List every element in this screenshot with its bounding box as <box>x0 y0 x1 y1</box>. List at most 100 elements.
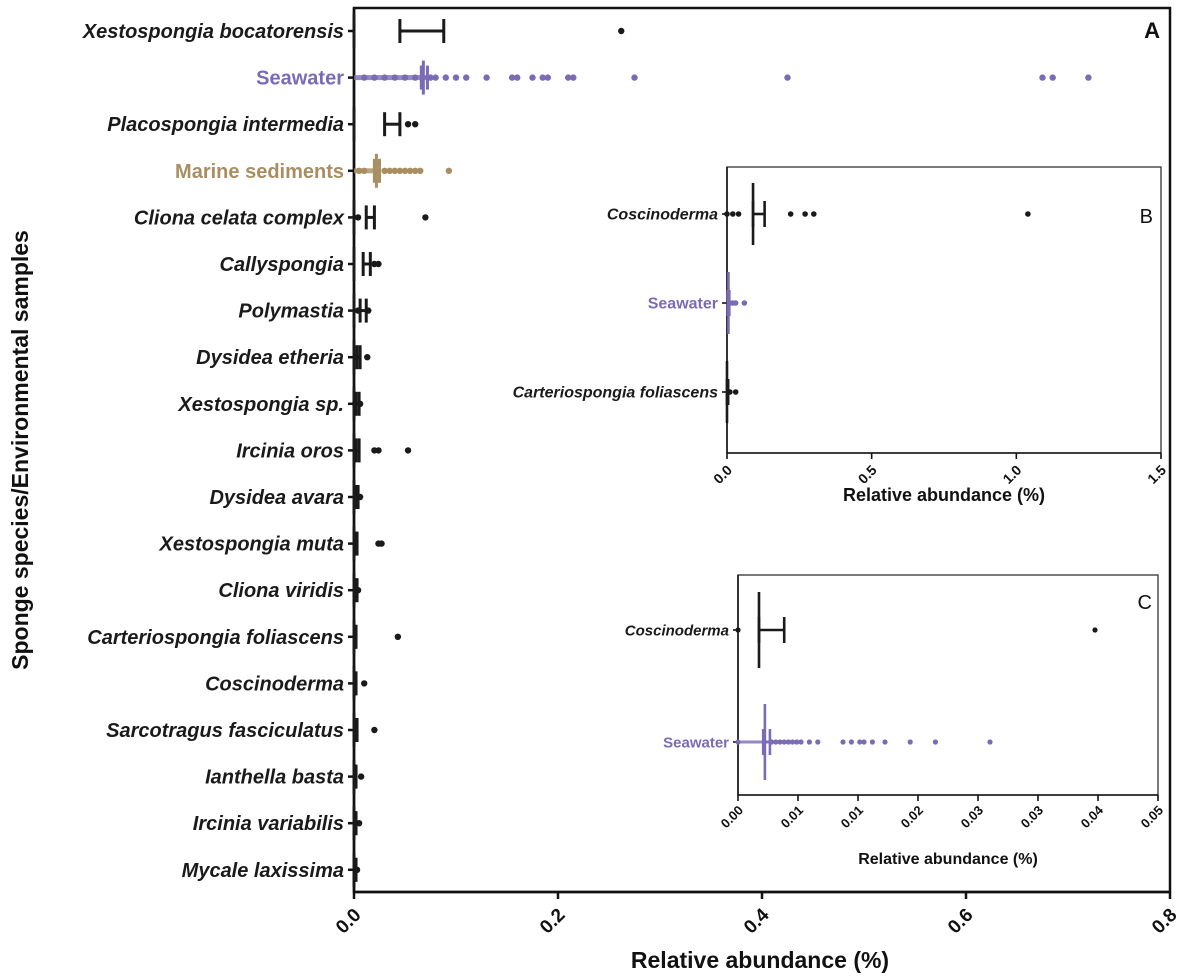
panel-a-category-label: Polymastia <box>238 301 344 323</box>
panel-c-data-point <box>932 739 939 745</box>
panel-b-data-point <box>732 300 739 306</box>
panel-a-category-label: Sarcotragus fasciculatus <box>106 720 344 742</box>
panel-c-data-point <box>869 739 876 745</box>
panel-a-data-point <box>394 633 402 640</box>
panel-a-x-tick-label: 0.2 <box>536 905 570 939</box>
panel-a-data-point <box>371 726 378 734</box>
panel-a-data-point <box>417 167 424 174</box>
panel-a-data-point <box>445 167 453 174</box>
panel-c-data-point <box>806 739 813 745</box>
panel-a-data-point <box>570 74 577 81</box>
panel-a-x-tick-label: 0.4 <box>740 904 774 938</box>
panel-a-x-tick-label: 0.6 <box>944 905 978 939</box>
panel-b-data-point <box>741 300 748 306</box>
panel-a-data-point <box>422 214 429 221</box>
panel-c-data-point <box>781 739 787 745</box>
panel-a-category-label: Xestospongia sp. <box>177 394 344 416</box>
panel-a-data-point <box>432 74 439 81</box>
panel-a-data-point <box>1039 74 1046 81</box>
panel-a-data-point <box>1085 74 1092 81</box>
panel-c-data-point <box>848 739 855 745</box>
panel-b-category-label: Coscinoderma <box>607 207 718 224</box>
panel-a-data-point <box>452 74 460 81</box>
panel-c-x-tick-label: 0.01 <box>778 803 807 832</box>
panel-c-data-point <box>790 739 796 745</box>
panel-a-point-cloud <box>354 75 428 81</box>
panel-b-x-tick-label: 0.0 <box>710 462 735 487</box>
panel-a-point-cloud <box>354 168 380 174</box>
panel-b-x-tick-label: 1.0 <box>999 462 1024 487</box>
panel-a-data-point <box>375 447 382 454</box>
panel-b-data-point <box>735 211 742 217</box>
panel-a-data-point <box>529 74 536 81</box>
panel-a-data-point <box>463 74 470 81</box>
panel-a-data-point <box>784 74 791 81</box>
panel-b-x-tick-label: 1.5 <box>1144 462 1169 487</box>
panel-c-data-point <box>840 739 846 745</box>
panel-a-data-point <box>375 260 382 268</box>
panel-b-frame <box>726 166 1162 454</box>
panel-a-x-tick-label: 0.0 <box>332 905 366 939</box>
panel-b-label: B <box>1140 206 1153 228</box>
panel-b-x-axis-label: Relative abundance (%) <box>843 485 1045 505</box>
panel-a-category-label: Ircinia oros <box>236 440 344 462</box>
panel-a-category-label: Ircinia variabilis <box>193 813 344 835</box>
panel-b-data-point <box>729 211 736 217</box>
panel-b-category-label: Carteriospongia foliascens <box>513 385 718 402</box>
panel-c-data-point <box>773 739 779 745</box>
panel-a-data-point <box>357 773 365 780</box>
panel-c-data-point <box>882 739 888 745</box>
panel-a-data-point <box>404 447 412 454</box>
panel-c-data-point <box>794 739 800 745</box>
panel-a-data-point <box>354 214 362 221</box>
panel-a-category-label: Xestospongia muta <box>159 534 344 556</box>
panel-b-x-tick-label: 0.5 <box>855 462 880 487</box>
panel-a-data-point <box>1049 74 1056 81</box>
panel-c-data-point <box>857 739 863 745</box>
panel-c-data-point <box>798 739 804 745</box>
panel-c-x-tick-label: 0.03 <box>1018 803 1047 832</box>
panel-a-y-axis-label: Sponge species/Environmental samples <box>7 230 33 670</box>
panel-c-x-tick-label: 0.00 <box>718 803 747 832</box>
panel-c-x-axis-label: Relative abundance (%) <box>858 851 1038 868</box>
panel-c-label: C <box>1138 592 1152 614</box>
panel-c-x-tick-label: 0.04 <box>1078 802 1107 831</box>
panel-a-data-point <box>539 74 546 81</box>
panel-a-data-point <box>391 167 398 174</box>
panel-a-category-label: Seawater <box>256 68 344 90</box>
panel-a-category-label: Placospongia intermedia <box>107 114 344 136</box>
panel-a-category-label: Marine sediments <box>175 161 344 183</box>
panel-a-category-label: Cliona celata complex <box>134 207 345 229</box>
panel-a-data-point <box>565 74 572 81</box>
panel-a-data-point <box>442 74 449 81</box>
panel-a-data-point <box>412 167 419 174</box>
panel-a-data-point <box>406 167 414 174</box>
panel-a-label: A <box>1144 18 1160 43</box>
panel-a-data-point <box>618 27 625 35</box>
panel-a-data-point <box>378 540 385 547</box>
panel-a-data-point <box>508 74 516 81</box>
panel-b-data-point <box>811 211 817 217</box>
panel-a-x-tick-label: 0.8 <box>1148 905 1179 939</box>
panel-a-data-point <box>483 74 490 81</box>
panel-a-data-point <box>401 167 409 174</box>
panel-a-data-point <box>364 354 371 361</box>
panel-c-x-tick-label: 0.05 <box>1138 803 1167 832</box>
panel-a-category-label: Ianthella basta <box>205 767 344 789</box>
panel-a-category-label: Mycale laxissima <box>182 860 344 882</box>
panel-b-data-point <box>802 211 808 217</box>
panel-a-data-point <box>631 74 638 81</box>
panel-b: B Relative abundance (%) 0.0 0.5 1.0 1.5 Cos… <box>513 166 1169 505</box>
panel-c-data-point <box>735 627 741 633</box>
panel-c-data-point <box>1092 627 1098 633</box>
panel-a-data-point <box>386 167 393 174</box>
panel-b-category-label: Seawater <box>648 296 718 313</box>
panel-a-category-label: Coscinoderma <box>205 673 344 695</box>
panel-c-category-label: Coscinoderma <box>625 622 729 639</box>
panel-c-x-tick-label: 0.03 <box>958 803 987 832</box>
panel-a-data-point <box>381 167 388 174</box>
panel-c-data-point <box>815 739 821 745</box>
panel-a-category-label: Callyspongia <box>220 254 344 276</box>
panel-c-data-point <box>987 739 993 745</box>
panel-a-category-label: Dysidea avara <box>209 487 344 509</box>
